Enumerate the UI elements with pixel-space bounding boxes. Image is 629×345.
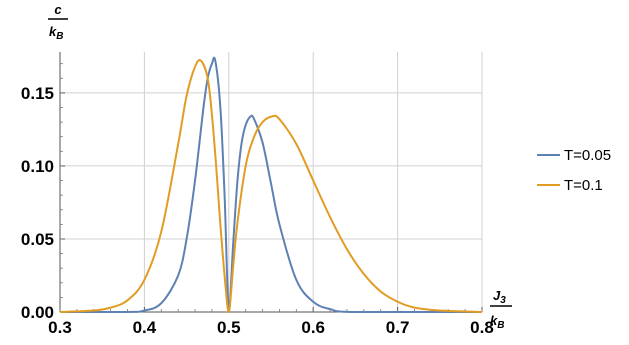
x-tick-label: 0.7 [386, 318, 410, 337]
series-group [59, 56, 483, 314]
grid [60, 52, 483, 312]
y-axis-label: c kB [48, 2, 68, 42]
x-tick-label: 0.3 [48, 318, 72, 337]
series-line-2 [59, 59, 483, 313]
y-axis-label-denominator: kB [49, 24, 63, 42]
y-tick-label: 0.05 [21, 230, 54, 249]
x-tick-label: 0.6 [301, 318, 325, 337]
legend-label: T=0.05 [564, 147, 611, 164]
y-tick-label: 0.00 [21, 303, 54, 322]
x-axis-label: J3 kB [490, 288, 512, 331]
x-axis-label-numerator: J3 [493, 288, 506, 306]
legend-label: T=0.1 [564, 177, 603, 194]
x-axis-label-denominator: kB [490, 313, 504, 331]
y-tick-label: 0.10 [21, 157, 54, 176]
y-tick-label: 0.15 [21, 84, 54, 103]
y-axis-ticks: 0.00 0.05 0.10 0.15 [21, 63, 65, 322]
series-line-1 [59, 56, 482, 314]
x-tick-label: 0.5 [217, 318, 241, 337]
legend: T=0.05 T=0.1 [537, 147, 611, 194]
x-tick-label: 0.8 [470, 318, 494, 337]
x-tick-label: 0.4 [133, 318, 157, 337]
x-axis-ticks: 0.3 0.4 0.5 0.6 0.7 0.8 [48, 307, 494, 337]
y-axis-label-numerator: c [54, 2, 62, 17]
